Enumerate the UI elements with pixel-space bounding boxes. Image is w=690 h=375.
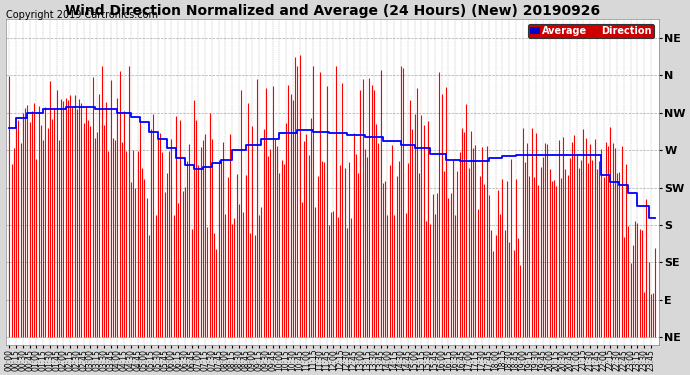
Legend: Average, Direction: Average, Direction <box>528 24 654 38</box>
Text: Copyright 2019 Cartronics.com: Copyright 2019 Cartronics.com <box>6 10 158 20</box>
Title: Wind Direction Normalized and Average (24 Hours) (New) 20190926: Wind Direction Normalized and Average (2… <box>65 4 600 18</box>
